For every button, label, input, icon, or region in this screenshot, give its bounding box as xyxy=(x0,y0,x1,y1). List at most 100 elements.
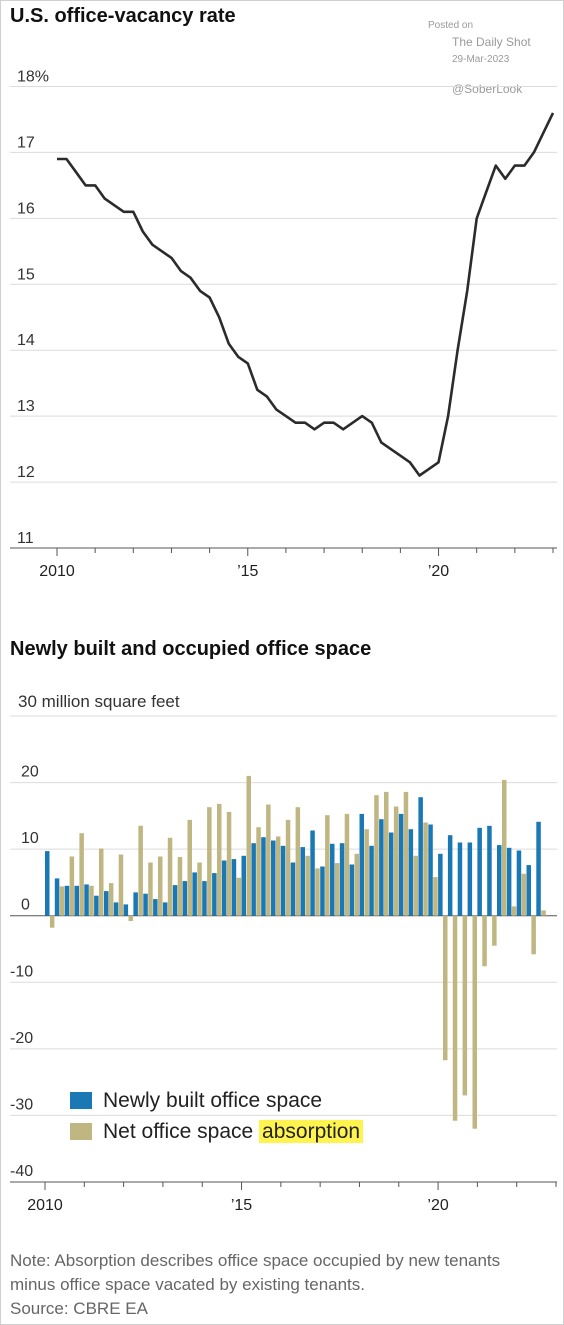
net-absorption-bar xyxy=(236,877,242,916)
newly-built-bar xyxy=(133,892,138,916)
newly-built-bar xyxy=(457,842,463,916)
watermark-posted-on: Posted on xyxy=(428,20,474,31)
watermark-handle: @SoberLook xyxy=(452,82,523,96)
newly-built-bar xyxy=(192,872,197,916)
y-tick-label: 18% xyxy=(17,69,49,86)
net-absorption-bar xyxy=(443,915,448,1061)
x-tick-label: ’15 xyxy=(231,1197,252,1214)
net-absorption-bar xyxy=(413,855,418,916)
newly-built-bar xyxy=(310,830,315,916)
newly-built-bar xyxy=(231,859,237,916)
legend-item-net-absorption: Net office space absorption xyxy=(70,1120,364,1144)
legend-item-newly-built: Newly built office space xyxy=(70,1089,322,1113)
net-absorption-bar xyxy=(138,825,143,916)
newly-built-bar xyxy=(516,850,522,916)
net-absorption-bar xyxy=(89,885,94,916)
net-absorption-bar xyxy=(99,848,104,916)
legend-label-net-absorption-prefix: Net office space xyxy=(103,1120,260,1143)
footnote-note: Note: Absorption describes office space … xyxy=(10,1251,501,1294)
net-absorption-bar xyxy=(511,906,517,916)
newly-built-bar xyxy=(74,885,79,916)
newly-built-bar xyxy=(172,885,178,916)
net-absorption-bar xyxy=(541,910,546,916)
net-absorption-bar xyxy=(246,775,251,916)
net-absorption-bar xyxy=(325,815,330,916)
net-absorption-bar xyxy=(167,837,173,916)
net-absorption-bar xyxy=(128,915,133,921)
net-absorption-bar xyxy=(334,863,340,916)
x-tick-label: 2010 xyxy=(39,563,75,580)
y-tick-label: 16 xyxy=(17,200,35,217)
y-tick-label: 11 xyxy=(17,530,34,547)
newly-built-bar xyxy=(428,824,433,916)
net-absorption-bar xyxy=(59,886,65,916)
x-tick-label: ’15 xyxy=(237,563,258,580)
newly-built-bar xyxy=(271,840,276,916)
x-tick-label: ’20 xyxy=(428,563,449,580)
newly-built-bar xyxy=(143,893,148,916)
y-tick-label: 17 xyxy=(17,134,35,151)
net-absorption-bar xyxy=(374,795,379,916)
office-space-chart-title: Newly built and occupied office space xyxy=(10,638,372,660)
net-absorption-bar xyxy=(393,806,399,916)
newly-built-bar xyxy=(290,862,296,916)
vacancy-rate-line xyxy=(57,112,555,477)
legend-label-newly-built: Newly built office space xyxy=(103,1089,323,1112)
newly-built-bar xyxy=(330,843,335,916)
newly-built-bar xyxy=(506,847,512,916)
net-absorption-bar xyxy=(482,915,487,967)
legend-swatch-net-absorption xyxy=(70,1123,92,1140)
newly-built-bar xyxy=(123,904,129,916)
net-absorption-bar xyxy=(452,915,458,1121)
footnote: Note: Absorption describes office space … xyxy=(10,1249,550,1321)
newly-built-bar xyxy=(477,827,482,916)
y-tick-label: -30 xyxy=(10,1096,33,1113)
net-absorption-bar xyxy=(364,829,369,916)
y-tick-label: -40 xyxy=(10,1163,33,1180)
net-absorption-bar xyxy=(275,836,281,916)
vacancy-chart-title: U.S. office-vacancy rate xyxy=(10,5,236,27)
newly-built-bar xyxy=(241,855,246,916)
newly-built-bar xyxy=(280,845,286,916)
newly-built-bar xyxy=(320,866,325,916)
newly-built-bar xyxy=(202,881,207,916)
net-absorption-bar xyxy=(403,791,409,916)
net-absorption-bar xyxy=(521,873,527,916)
net-absorption-bar xyxy=(433,877,438,916)
net-absorption-bar xyxy=(462,915,468,1096)
newly-built-bar xyxy=(418,797,423,916)
newly-built-bar xyxy=(113,902,119,916)
net-absorption-bar xyxy=(158,856,163,916)
net-absorption-bar xyxy=(187,819,192,916)
newly-built-bar xyxy=(153,899,158,916)
newly-built-bar xyxy=(64,885,70,916)
newly-built-bar xyxy=(359,813,364,916)
newly-built-bar xyxy=(104,891,109,916)
newly-built-bar xyxy=(467,842,473,916)
y-tick-label: 15 xyxy=(17,266,35,283)
net-absorption-bar xyxy=(502,779,507,916)
newly-built-bar xyxy=(45,851,50,916)
net-absorption-bar xyxy=(197,862,202,916)
net-absorption-bar xyxy=(266,804,271,916)
y-tick-label: 10 xyxy=(21,830,39,847)
newly-built-bar xyxy=(369,845,374,916)
y-tick-label: 0 xyxy=(21,897,30,914)
newly-built-bar xyxy=(54,878,60,916)
newly-built-bar xyxy=(221,860,227,916)
newly-built-bar xyxy=(261,837,266,916)
newly-built-bar xyxy=(526,865,531,916)
newly-built-bar xyxy=(408,829,414,916)
net-absorption-bar xyxy=(315,868,320,916)
net-absorption-bar xyxy=(384,791,389,916)
net-absorption-bar xyxy=(148,862,153,916)
net-absorption-bar xyxy=(531,915,536,955)
y-tick-label: 12 xyxy=(17,464,35,481)
newly-built-bar xyxy=(379,819,384,916)
newly-built-bar xyxy=(388,832,394,916)
legend-swatch-newly-built xyxy=(70,1092,92,1109)
net-absorption-bar xyxy=(177,857,183,916)
newly-built-bar xyxy=(94,895,99,916)
vacancy-line-chart: 18% 17 16 15 14 13 12 11 2010 ’15 ’20 xyxy=(10,69,557,580)
y-axis-unit-label: 30 million square feet xyxy=(18,692,180,711)
